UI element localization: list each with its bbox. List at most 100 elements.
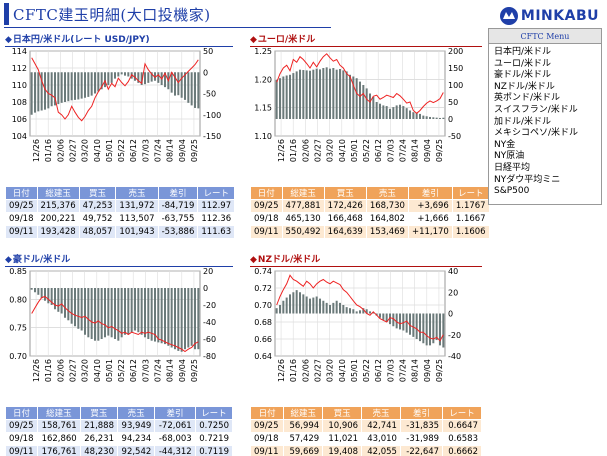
menu-item[interactable]: S&P500 — [494, 186, 530, 197]
right-tick-label: 100 — [448, 81, 463, 90]
minkabu-logo-icon — [499, 7, 518, 25]
x-tick-label: 04/10 — [338, 359, 347, 382]
chart-audusd: 0.70 0.75 0.80 0.85 -80 -60 -40 -20 0 20 12/26 01/1… — [9, 267, 216, 382]
th-rate: レート — [451, 186, 490, 200]
cell: 1.1767 — [451, 199, 490, 213]
cell: 94,234 — [116, 432, 156, 446]
menu-item[interactable]: 日経平均 — [494, 162, 531, 173]
position-bar — [432, 117, 435, 119]
cell: 59,669 — [283, 445, 324, 456]
position-bar — [104, 72, 106, 88]
cell: 09/25 — [249, 419, 285, 433]
cell: 0.7250 — [194, 419, 234, 433]
cell: -72,061 — [154, 419, 196, 433]
logo-text: MINKABU — [520, 8, 599, 24]
position-bar — [77, 72, 80, 100]
right-tick-label: -100 — [203, 111, 221, 120]
cell: 48,057 — [78, 225, 117, 239]
th-net: 差引 — [157, 186, 199, 200]
x-tick-label: 07/24 — [154, 359, 163, 382]
cell: 166,468 — [323, 212, 367, 226]
x-tick-label: 09/25 — [435, 359, 444, 382]
position-bar — [349, 74, 351, 119]
table-row: 09/18 57,429 11,021 43,010 -31,989 0.6583 — [249, 432, 482, 446]
position-bar — [305, 296, 308, 314]
table-row: 09/11 59,669 19,408 42,055 -22,647 0.6662 — [249, 445, 482, 456]
x-tick-label: 01/16 — [289, 359, 298, 382]
cell: +11,170 — [407, 225, 453, 239]
position-bar — [50, 72, 53, 107]
cell: 113,507 — [115, 212, 159, 226]
menu-item[interactable]: 英ポンド/米ドル — [494, 93, 561, 104]
x-tick-label: 09/25 — [190, 359, 199, 382]
position-bar — [37, 288, 40, 295]
position-bar — [389, 313, 391, 325]
x-tick-label: 12/26 — [277, 359, 286, 382]
minkabu-logo[interactable]: MINKABU — [499, 6, 599, 26]
cell: 56,994 — [283, 419, 324, 433]
cell: 477,881 — [281, 199, 325, 213]
position-bar — [97, 288, 100, 341]
th-date: 日付 — [5, 186, 38, 200]
position-bar — [295, 290, 298, 314]
x-tick-label: 02/06 — [301, 139, 310, 162]
chart-usdjpy: 104 106 108 110 112 114 -150 -100 -50 0 50 12/26 01/… — [12, 47, 221, 162]
cell: 215,376 — [36, 199, 80, 213]
x-tick-label: 04/10 — [338, 139, 347, 162]
position-bar — [282, 76, 285, 119]
x-tick-label: 08/14 — [166, 139, 175, 162]
cell: 92,542 — [116, 445, 156, 456]
panel-rule — [5, 266, 233, 267]
position-bar — [375, 102, 378, 119]
position-bar — [187, 72, 190, 103]
diamond-icon: ◆ — [250, 255, 257, 265]
cell: 164,802 — [365, 212, 409, 226]
cell: 19,408 — [322, 445, 363, 456]
position-bar — [429, 313, 431, 346]
position-bar — [150, 288, 153, 341]
x-tick-label: 08/14 — [411, 139, 420, 162]
menu-item[interactable]: 豪ドル/米ドル — [494, 70, 552, 81]
cell: +1,666 — [407, 212, 453, 226]
cell: 49,752 — [78, 212, 117, 226]
menu-item[interactable]: 加ドル/米ドル — [494, 116, 552, 127]
rate-line — [31, 57, 199, 122]
menu-item[interactable]: スイスフラン/米ドル — [494, 104, 578, 115]
position-bar — [305, 70, 308, 119]
cell: -31,989 — [399, 432, 444, 446]
position-bar — [137, 288, 140, 333]
position-bar — [104, 288, 106, 338]
x-tick-label: 06/12 — [129, 359, 138, 382]
position-bar — [339, 69, 341, 119]
menu-item[interactable]: NY原油 — [494, 151, 525, 162]
cell: 21,888 — [79, 419, 119, 433]
menu-item[interactable]: 日本円/米ドル — [494, 47, 552, 57]
x-tick-label: 09/25 — [190, 139, 199, 162]
x-tick-label: 03/20 — [326, 139, 335, 162]
left-tick-label: 0.80 — [9, 295, 27, 304]
menu-item[interactable]: メキシコペソ/米ドル — [494, 128, 579, 139]
table-header-row: 日付 総建玉 買玉 売玉 差引 レート — [249, 406, 482, 420]
menu-item[interactable]: NZドル/米ドル — [494, 81, 555, 92]
position-bar — [275, 308, 278, 314]
position-bar — [54, 288, 56, 310]
left-tick-label: 108 — [12, 98, 27, 107]
menu-item[interactable]: NYダウ平均ミニ — [494, 174, 561, 185]
menu-item[interactable]: NY金 — [494, 139, 516, 150]
position-bar — [190, 288, 193, 346]
x-tick-label: 06/12 — [374, 139, 383, 162]
x-tick-label: 09/04 — [178, 139, 187, 162]
x-tick-label: 08/14 — [166, 359, 175, 382]
position-bar — [100, 72, 103, 90]
position-bar — [90, 72, 93, 96]
th-rate: レート — [194, 406, 234, 420]
position-bar — [339, 302, 341, 314]
position-bar — [147, 288, 150, 339]
th-date: 日付 — [249, 406, 285, 420]
position-bar — [312, 297, 315, 314]
position-bar — [107, 72, 110, 85]
menu-item[interactable]: ユーロ/米ドル — [494, 58, 552, 69]
menu-title: CFTC Menu — [489, 29, 601, 44]
right-tick-label: 200 — [448, 47, 463, 56]
position-bar — [154, 72, 156, 81]
